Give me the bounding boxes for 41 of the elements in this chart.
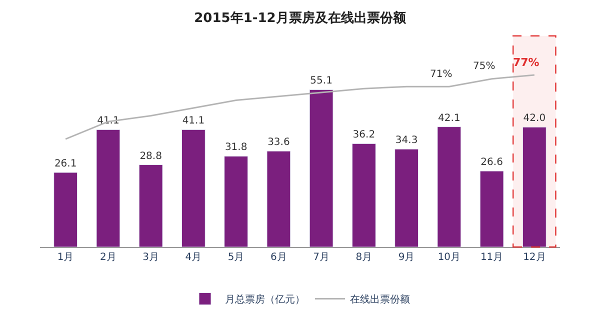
legend-label: 在线出票份额 <box>350 294 410 306</box>
x-tick-label: 9月 <box>398 252 415 263</box>
bar <box>54 172 78 247</box>
bar <box>437 126 462 247</box>
x-tick-label: 5月 <box>228 252 244 263</box>
bar <box>309 89 334 247</box>
x-tick-label: 6月 <box>270 252 287 263</box>
data-label: 26.1 <box>54 158 77 170</box>
bar <box>522 126 546 247</box>
chart-title: 2015年1-12月票房及在线出票份额 <box>194 10 407 26</box>
data-label: 31.8 <box>224 142 248 154</box>
data-label: 33.6 <box>268 137 290 148</box>
bar <box>394 148 419 247</box>
data-label: 55.1 <box>310 76 332 87</box>
x-tick-label: 3月 <box>142 252 160 263</box>
bar <box>352 143 376 247</box>
bar <box>266 150 291 247</box>
x-tick-label: 7月 <box>313 252 330 263</box>
bar <box>96 129 120 247</box>
x-tick-label: 1月 <box>57 252 74 263</box>
bar <box>181 129 206 247</box>
x-tick-label: 11月 <box>480 252 504 263</box>
bar <box>480 170 504 247</box>
data-label: 71% <box>430 69 452 80</box>
x-tick-label: 2月 <box>100 252 116 263</box>
data-label: 28.8 <box>140 150 162 162</box>
legend-label: 月总票房（亿元） <box>225 294 305 306</box>
data-label: 26.6 <box>480 157 503 168</box>
data-label: 77% <box>513 56 540 69</box>
data-label: 41.1 <box>182 116 205 127</box>
x-tick-label: 8月 <box>356 252 372 263</box>
data-label: 42.0 <box>523 113 546 124</box>
x-tick-label: 10月 <box>438 252 461 263</box>
data-label: 42.1 <box>438 112 460 124</box>
bar <box>138 164 163 247</box>
data-label: 34.3 <box>395 135 418 146</box>
data-label: 75% <box>473 61 496 72</box>
data-label: 36.2 <box>352 130 376 141</box>
bar <box>224 156 248 247</box>
x-tick-label: 4月 <box>185 252 202 263</box>
x-tick-label: 12月 <box>523 252 546 263</box>
